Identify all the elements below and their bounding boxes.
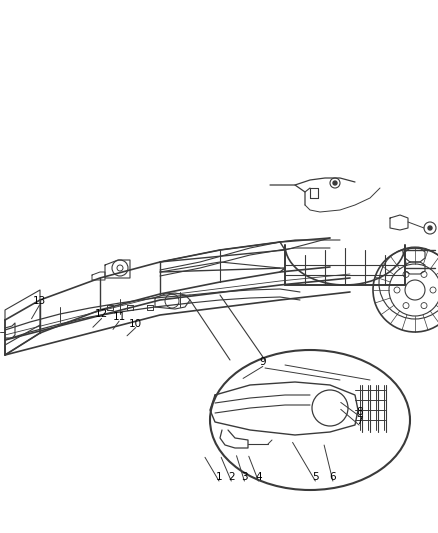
Text: 4: 4: [255, 472, 262, 482]
Text: 8: 8: [356, 407, 363, 417]
Text: 5: 5: [312, 472, 319, 482]
Circle shape: [428, 226, 432, 230]
Text: 9: 9: [259, 358, 266, 367]
Text: 12: 12: [95, 310, 108, 319]
Text: 10: 10: [129, 319, 142, 328]
Circle shape: [333, 181, 337, 185]
Text: 2: 2: [228, 472, 235, 482]
Text: 13: 13: [33, 296, 46, 306]
Text: 6: 6: [329, 472, 336, 482]
Text: 3: 3: [241, 472, 248, 482]
Text: 7: 7: [356, 416, 363, 426]
Text: 11: 11: [113, 312, 126, 322]
Text: 1: 1: [215, 472, 223, 482]
